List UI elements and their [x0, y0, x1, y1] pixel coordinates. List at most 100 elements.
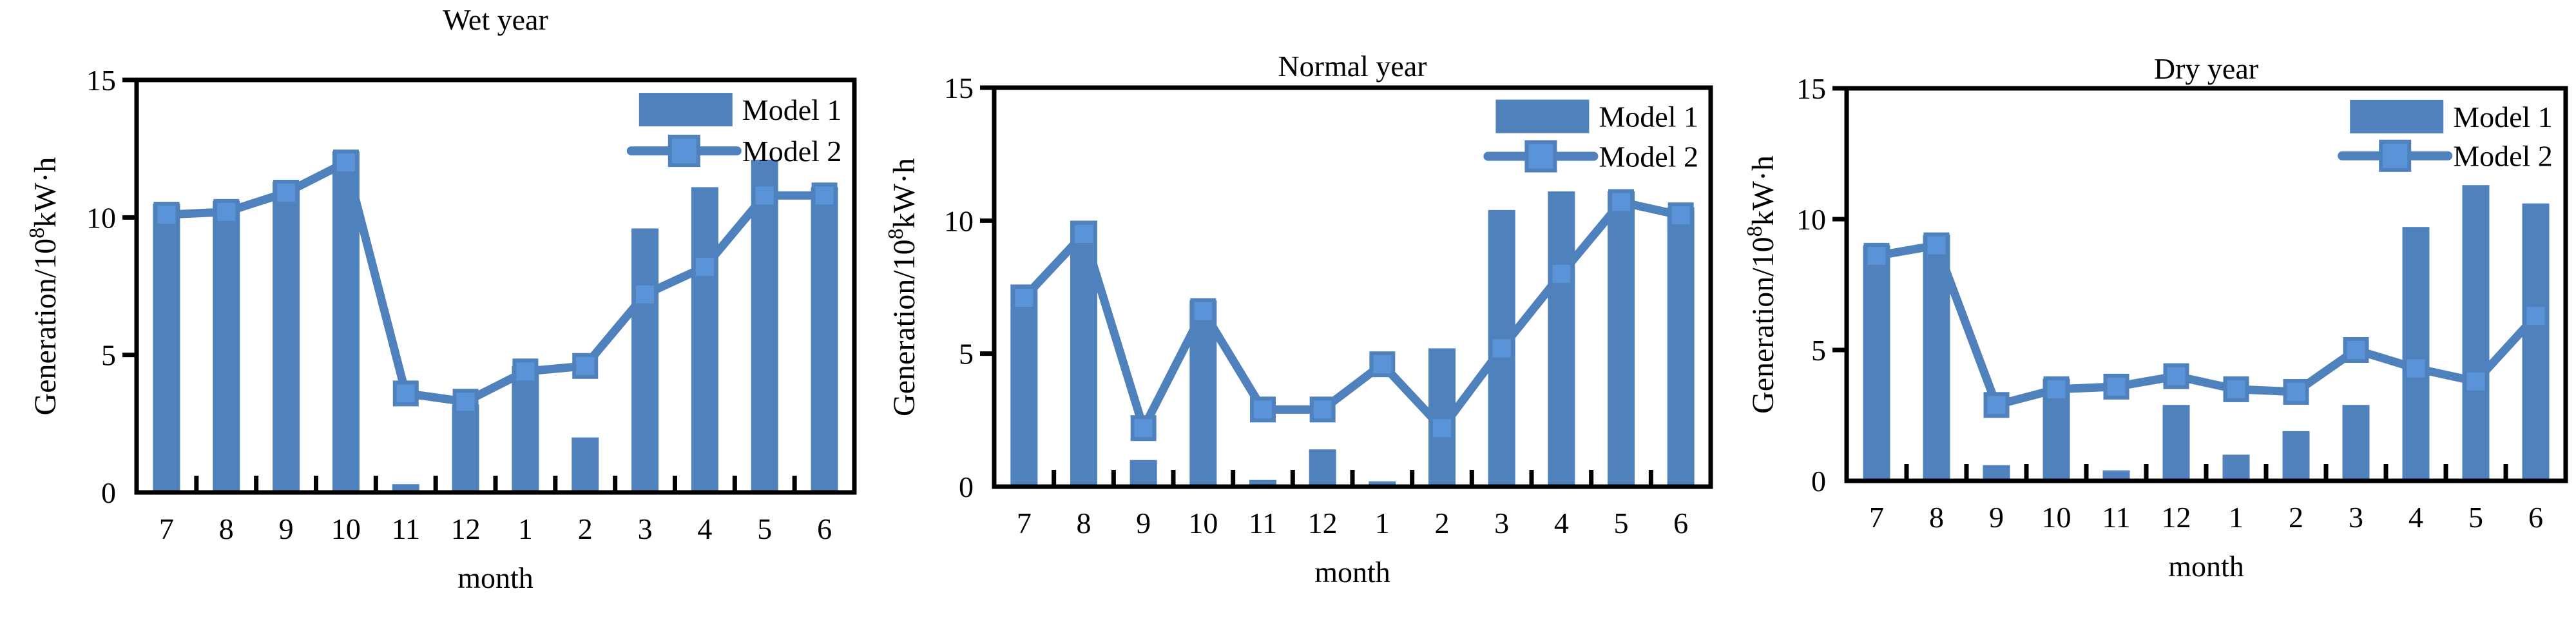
x-tick-label: 11 [2102, 501, 2130, 534]
y-tick-label: 10 [944, 204, 974, 237]
line-marker-month-12 [2163, 363, 2189, 389]
line-marker-month-1 [1369, 351, 1396, 378]
bar-month-11 [1249, 480, 1276, 485]
bar-month-7 [1863, 245, 1890, 479]
model-2-line [1876, 241, 2539, 409]
bar-month-5 [2462, 185, 2490, 479]
x-tick-label: 1 [518, 512, 533, 545]
legend-label-model-2: Model 2 [742, 135, 842, 168]
bar-month-1 [2222, 454, 2250, 479]
x-tick-label: 7 [1869, 501, 1884, 534]
x-tick-label: 12 [2162, 501, 2191, 534]
bar-month-8 [213, 200, 240, 491]
x-tick-label: 5 [757, 512, 772, 545]
bar-month-7 [1010, 284, 1038, 485]
x-tick-label: 3 [2349, 501, 2363, 534]
bar-month-12 [1309, 449, 1336, 485]
y-axis-label: Generation/108kW·h [884, 158, 921, 416]
bar-month-7 [153, 204, 180, 491]
y-tick-label: 15 [1796, 72, 1826, 105]
bar-month-6 [1667, 207, 1695, 485]
bar-month-2 [572, 437, 599, 491]
bar-month-4 [2402, 227, 2430, 479]
bar-month-4 [691, 187, 718, 491]
line-marker-month-2 [2283, 378, 2309, 405]
x-tick-label: 9 [1136, 507, 1151, 539]
y-tick-label: 5 [1811, 334, 1826, 367]
x-tick-label: 10 [2042, 501, 2071, 534]
line-marker-month-1 [2223, 376, 2249, 402]
x-tick-label: 8 [1929, 501, 1944, 534]
x-tick-label: 3 [1494, 507, 1509, 539]
x-tick-label: 7 [159, 512, 174, 545]
bar-month-3 [2342, 405, 2370, 479]
chart-title: Dry year [2154, 52, 2258, 85]
y-tick-label: 10 [1796, 203, 1826, 236]
legend-marker-model-2 [668, 135, 700, 168]
x-tick-label: 1 [2229, 501, 2244, 534]
y-tick-label: 10 [86, 201, 116, 234]
bar-month-5 [751, 159, 778, 491]
bar-month-9 [1129, 460, 1157, 485]
line-marker-month-11 [2103, 373, 2129, 400]
chart-panel-normal-year: Normal year 0 5 10 15 7 8 9 10 11 12 1 2 3 4 5 6 month Gen… [859, 0, 1718, 622]
y-tick-label: 5 [101, 339, 116, 372]
bar-month-4 [1548, 191, 1575, 485]
x-tick-label: 3 [638, 512, 653, 545]
x-tick-label: 5 [1614, 507, 1629, 539]
bar-month-6 [2522, 203, 2550, 479]
line-marker-month-5 [1608, 189, 1634, 215]
line-marker-month-3 [2343, 337, 2369, 363]
bar-month-5 [1608, 191, 1635, 485]
bar-month-6 [811, 187, 838, 491]
x-tick-label: 4 [2408, 501, 2423, 534]
x-tick-label: 2 [578, 512, 593, 545]
x-tick-label: 11 [1249, 507, 1277, 539]
line-marker-month-12 [452, 389, 479, 415]
model-2-line [166, 158, 825, 406]
bar-month-3 [631, 228, 659, 491]
line-marker-month-6 [2523, 303, 2549, 329]
line-marker-month-9 [1130, 415, 1157, 442]
line-marker-month-3 [1488, 335, 1515, 362]
line-marker-month-7 [1011, 285, 1037, 311]
legend-label-model-1: Model 1 [2453, 101, 2553, 133]
legend-label-model-2: Model 2 [2453, 140, 2553, 173]
line-marker-month-11 [1250, 396, 1276, 423]
x-tick-label: 4 [1554, 507, 1569, 539]
x-tick-label: 2 [2289, 501, 2303, 534]
line-marker-month-7 [1863, 242, 1890, 269]
chart-panel-dry-year: Dry year 0 5 10 15 7 8 9 10 11 12 1 2 3 4 5 6 month Genera… [1718, 0, 2576, 622]
bar-month-11 [392, 484, 419, 491]
x-tick-label: 10 [331, 512, 361, 545]
line-marker-month-4 [691, 254, 718, 280]
legend-label-model-2: Model 2 [1599, 140, 1698, 173]
bar-month-12 [2162, 405, 2190, 479]
line-marker-month-8 [213, 199, 240, 225]
line-marker-month-6 [1668, 202, 1694, 229]
x-tick-label: 12 [451, 512, 481, 545]
line-marker-month-10 [2043, 376, 2070, 402]
y-tick-label: 0 [1811, 465, 1826, 498]
line-marker-month-10 [332, 150, 359, 175]
legend-marker-model-2 [1524, 140, 1557, 173]
x-tick-label: 12 [1308, 507, 1338, 539]
line-marker-month-9 [273, 179, 300, 206]
bar-month-12 [452, 404, 479, 491]
x-tick-label: 4 [697, 512, 712, 545]
x-tick-label: 9 [279, 512, 294, 545]
line-marker-month-8 [1071, 220, 1097, 247]
line-marker-month-11 [392, 380, 419, 407]
y-axis-label: Generation/108kW·h [1743, 155, 1780, 414]
bar-month-11 [2102, 470, 2130, 479]
x-tick-label: 10 [1188, 507, 1218, 539]
chart-panel-wet-year: Wet year 0 5 10 15 7 8 9 10 11 12 1 2 3 4 5 6 month Genera… [0, 0, 859, 622]
legend-swatch-model-1 [2350, 99, 2444, 133]
line-marker-month-6 [811, 182, 838, 209]
line-marker-month-1 [512, 358, 539, 385]
x-tick-label: 9 [1989, 501, 2004, 534]
